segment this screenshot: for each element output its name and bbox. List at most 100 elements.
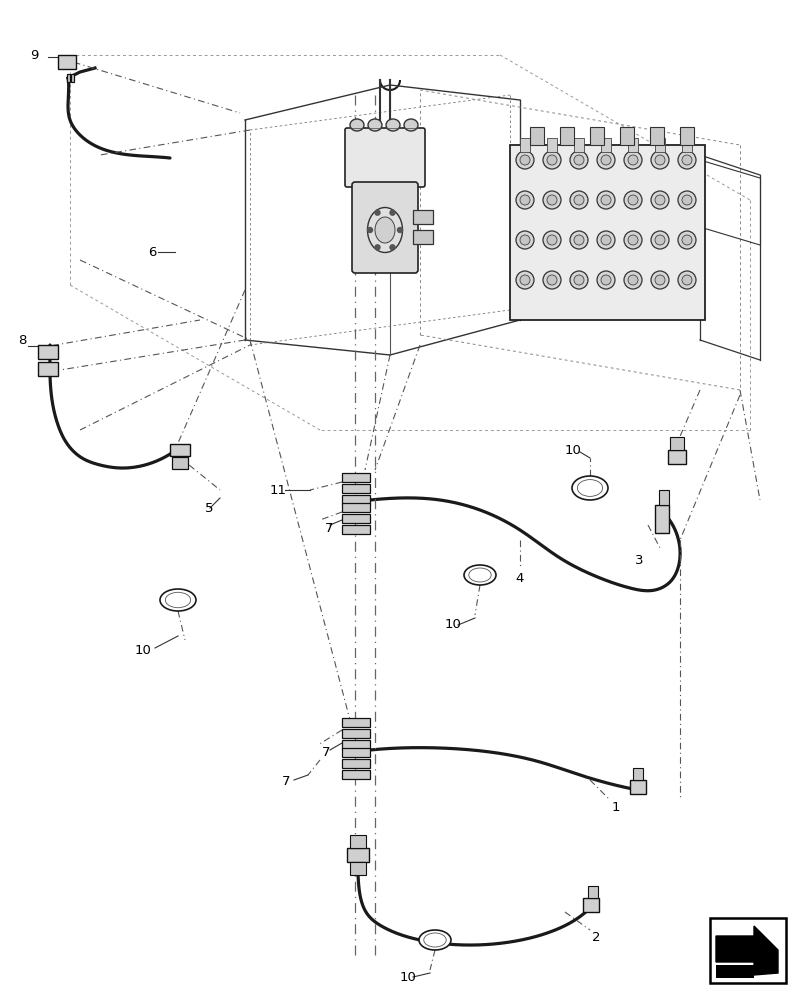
Ellipse shape [627,275,637,285]
Bar [341,748,370,757]
Ellipse shape [650,151,668,169]
Ellipse shape [677,271,695,289]
Bar [341,503,370,512]
Ellipse shape [543,231,560,249]
Text: 10: 10 [135,644,152,656]
Bar [629,780,646,794]
Ellipse shape [623,191,642,209]
Text: 4: 4 [514,572,523,584]
Bar [38,345,58,359]
Bar [627,138,637,152]
Ellipse shape [423,933,446,947]
Bar [341,740,370,749]
Ellipse shape [600,235,610,245]
Bar [341,718,370,727]
Text: 7: 7 [324,522,333,534]
Text: 3: 3 [634,554,642,566]
Ellipse shape [577,480,602,496]
Ellipse shape [623,271,642,289]
Bar [341,484,370,493]
Ellipse shape [367,119,381,131]
Ellipse shape [596,231,614,249]
Bar [67,74,70,82]
Ellipse shape [569,191,587,209]
Ellipse shape [596,271,614,289]
Ellipse shape [515,271,534,289]
Ellipse shape [627,195,637,205]
Bar [659,490,668,505]
Ellipse shape [367,208,402,252]
Ellipse shape [350,119,363,131]
Ellipse shape [543,151,560,169]
Bar [573,138,583,152]
Text: 8: 8 [18,334,26,347]
Ellipse shape [519,155,530,165]
Bar [633,768,642,780]
Bar [413,230,432,244]
Bar [654,138,664,152]
Ellipse shape [650,191,668,209]
Bar [681,138,691,152]
Bar [38,362,58,376]
Bar [709,918,785,983]
Bar [346,848,368,862]
Polygon shape [715,926,777,975]
Text: 7: 7 [322,746,330,758]
Circle shape [389,245,394,250]
Ellipse shape [654,275,664,285]
Text: 10: 10 [444,618,461,632]
Ellipse shape [596,151,614,169]
Ellipse shape [596,191,614,209]
Bar [71,74,74,82]
Ellipse shape [404,119,418,131]
Bar [172,457,188,469]
Ellipse shape [569,151,587,169]
Ellipse shape [418,930,450,950]
Text: 7: 7 [281,775,290,788]
Ellipse shape [573,275,583,285]
Ellipse shape [681,155,691,165]
Ellipse shape [463,565,496,585]
Bar [715,965,753,978]
Bar [341,473,370,482]
FancyBboxPatch shape [509,145,704,320]
Ellipse shape [600,195,610,205]
Ellipse shape [543,271,560,289]
Ellipse shape [681,235,691,245]
Ellipse shape [573,195,583,205]
Ellipse shape [547,195,556,205]
Ellipse shape [515,151,534,169]
Ellipse shape [677,231,695,249]
Bar [600,138,610,152]
Bar [341,759,370,768]
Ellipse shape [515,231,534,249]
Ellipse shape [515,191,534,209]
Ellipse shape [654,155,664,165]
Ellipse shape [569,231,587,249]
Bar [620,127,633,145]
Text: 2: 2 [591,931,600,944]
Bar [590,127,603,145]
Bar [341,514,370,523]
Circle shape [367,228,372,232]
Bar [667,450,685,464]
Bar [669,437,683,450]
Bar [341,525,370,534]
Ellipse shape [681,195,691,205]
Ellipse shape [573,235,583,245]
Bar [547,138,556,152]
Bar [169,444,190,456]
Text: 5: 5 [204,502,213,514]
Text: 9: 9 [30,49,38,62]
Bar [341,495,370,504]
Ellipse shape [627,155,637,165]
Ellipse shape [519,275,530,285]
Bar [582,898,599,912]
Circle shape [389,210,394,215]
Bar [654,505,668,533]
Bar [350,862,366,875]
Ellipse shape [519,235,530,245]
Ellipse shape [654,235,664,245]
Ellipse shape [375,217,394,243]
Bar [341,770,370,779]
